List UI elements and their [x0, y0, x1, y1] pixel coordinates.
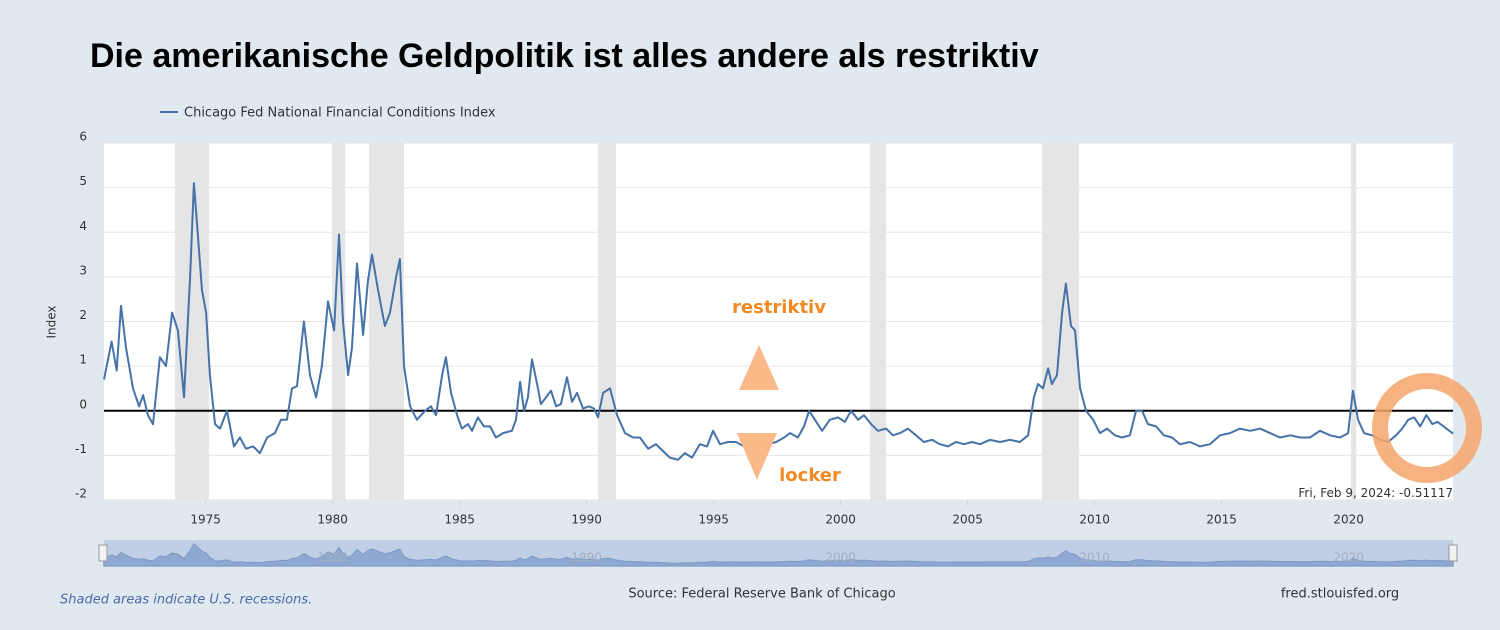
- navigator-handle[interactable]: [98, 544, 108, 562]
- annotation-down: locker: [779, 465, 841, 486]
- x-tick-label: 1985: [444, 513, 475, 527]
- y-tick-label: 4: [79, 219, 87, 233]
- x-tick-label: 1975: [190, 513, 221, 527]
- footer-source: Source: Federal Reserve Bank of Chicago: [628, 587, 895, 602]
- legend-label: Chicago Fed National Financial Condition…: [184, 106, 496, 121]
- x-tick-label: 2020: [1333, 513, 1364, 527]
- data-line: [103, 182, 1454, 461]
- x-tick-label: 1995: [698, 513, 729, 527]
- tooltip: Fri, Feb 9, 2024: -0.51117: [1298, 486, 1453, 500]
- x-tick-label: 2010: [1079, 513, 1110, 527]
- x-tick-label: 2015: [1206, 513, 1237, 527]
- navigator-handle[interactable]: [1448, 544, 1458, 562]
- y-tick-label: 1: [79, 353, 87, 367]
- footer-note: Shaded areas indicate U.S. recessions.: [60, 593, 312, 608]
- y-tick-label: -2: [75, 487, 87, 501]
- y-tick-label: 0: [79, 397, 87, 411]
- y-tick-label: 5: [79, 174, 87, 188]
- y-tick-label: -1: [75, 442, 87, 456]
- y-tick-label: 3: [79, 263, 87, 277]
- annotation-up: restriktiv: [732, 297, 826, 318]
- tooltip-date: Fri, Feb 9, 2024:: [1298, 486, 1395, 500]
- y-tick-label: 2: [79, 308, 87, 322]
- y-axis-label: Index: [45, 305, 59, 338]
- x-tick-label: 2005: [952, 513, 983, 527]
- x-tick-label: 1980: [317, 513, 348, 527]
- y-tick-label: 6: [79, 130, 87, 144]
- navigator-mask[interactable]: [104, 540, 1453, 567]
- x-tick-label: 2000: [825, 513, 856, 527]
- x-tick-label: 1990: [571, 513, 602, 527]
- page-title: Die amerikanische Geldpolitik ist alles …: [90, 37, 1039, 75]
- tooltip-value: -0.51117: [1399, 486, 1453, 500]
- arrow-up: [739, 345, 779, 390]
- arrow-down: [737, 433, 777, 480]
- footer-site: fred.stlouisfed.org: [1281, 587, 1399, 602]
- highlight-circle: [1372, 373, 1482, 483]
